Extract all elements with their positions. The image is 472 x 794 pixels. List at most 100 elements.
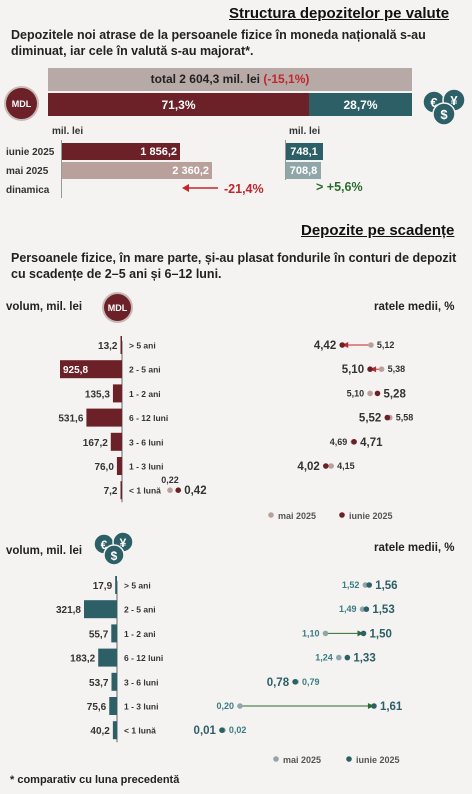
volume-bar <box>60 360 122 379</box>
mdl-share-label: 71,3% <box>161 98 196 112</box>
rate-june-label: 5,52 <box>359 413 381 425</box>
mdl-june-bar <box>62 143 180 160</box>
rate-june-point <box>339 342 346 348</box>
rate-may-label: 0,02 <box>229 725 247 735</box>
volume-value: 40,2 <box>90 726 110 737</box>
volume-bar <box>98 648 117 667</box>
volume-bar <box>120 336 122 354</box>
maturity-label: > 5 ani <box>124 581 151 591</box>
rate-may-label: 1,49 <box>339 604 357 614</box>
svg-text:¥: ¥ <box>120 536 127 550</box>
mdl-rates-label: ratele medii, % <box>374 301 455 313</box>
rate-june-point <box>175 487 182 493</box>
volume-value: 53,7 <box>89 678 109 689</box>
total-label-row: total 2 604,3 mil. lei (-15,1%) <box>48 72 412 86</box>
mil-lei-right: mil. lei <box>289 126 321 137</box>
maturity-label: 1 - 3 luni <box>129 462 163 472</box>
volume-bar <box>115 576 117 594</box>
volume-value: 925,8 <box>63 365 88 376</box>
mdl-may-bar <box>62 162 212 179</box>
legend-june: iunie 2025 <box>349 511 393 521</box>
maturity-label: 6 - 12 luni <box>124 653 163 663</box>
rate-change-arrow <box>342 342 349 348</box>
fx-share-bar <box>309 93 412 116</box>
volume-bar <box>110 432 122 451</box>
rate-june-label: 1,56 <box>375 580 397 592</box>
rate-june-label: 1,53 <box>372 604 394 616</box>
volume-bar <box>111 624 117 643</box>
rate-may-label: 0,22 <box>161 475 179 485</box>
volume-value: 183,2 <box>70 654 95 665</box>
volume-value: 531,6 <box>58 414 83 425</box>
maturity-label: > 5 ani <box>129 341 156 351</box>
volume-value: 13,2 <box>98 341 118 352</box>
rate-june-label: 4,42 <box>314 340 336 352</box>
legend-may: mai 2025 <box>278 511 316 521</box>
rate-june-label: 1,50 <box>370 628 392 640</box>
legend-june-dot <box>339 512 345 518</box>
rate-june-point <box>384 414 391 421</box>
mdl-axis <box>61 140 62 198</box>
rate-june-label: 5,10 <box>342 364 364 376</box>
legend-may-dot <box>268 512 274 518</box>
fx-volume-label: volum, mil. lei <box>6 545 83 557</box>
rate-june-label: 1,61 <box>380 701 403 713</box>
rate-may-point <box>367 390 373 397</box>
rate-may-point <box>336 654 342 661</box>
maturity-label: 6 - 12 luni <box>129 413 168 423</box>
legend-may-2: mai 2025 <box>283 755 321 765</box>
rate-may-label: 5,58 <box>396 413 414 423</box>
rate-june-label: 0,42 <box>184 485 206 497</box>
footnote: * comparativ cu luna precedentă <box>10 774 180 786</box>
volume-value: 135,3 <box>85 389 110 400</box>
volume-bar <box>112 384 122 403</box>
maturity-label: < 1 lună <box>129 486 161 496</box>
currency-icon-2: € ¥ $ <box>93 531 134 566</box>
maturity-label: 2 - 5 ani <box>129 365 161 375</box>
mil-lei-left: mil. lei <box>52 126 84 137</box>
rate-change-arrow <box>367 703 374 709</box>
svg-text:¥: ¥ <box>450 93 458 108</box>
legend-june-dot-2 <box>346 756 352 762</box>
rate-june-point <box>323 463 329 469</box>
mdl-may-value: 2 360,2 <box>172 165 209 177</box>
rate-may-point <box>328 463 334 469</box>
fx-maturity-chart: 17,9 > 5 ani 321,8 2 - 5 ani 55,7 1 - 2 ani 18… <box>56 576 403 765</box>
rate-june-point <box>371 703 377 709</box>
mdl-badge-text: MDL <box>11 98 32 109</box>
row-label-dynamics: dinamica <box>6 185 50 196</box>
rate-may-label: 1,52 <box>342 580 360 590</box>
rate-may-label: 4,69 <box>330 437 348 447</box>
rate-june-point <box>366 582 373 588</box>
maturity-label: 1 - 2 ani <box>124 629 156 639</box>
maturity-label: 2 - 5 ani <box>124 605 156 615</box>
volume-bar <box>116 457 122 475</box>
mdl-badge-icon-2: MDL <box>104 294 131 321</box>
fx-axis <box>285 140 286 180</box>
rate-june-point <box>360 630 367 637</box>
rate-may-label: 0,79 <box>302 677 320 687</box>
rate-june-label: 5,28 <box>383 388 406 400</box>
svg-text:€: € <box>101 538 108 552</box>
mdl-badge-icon: MDL <box>6 88 37 119</box>
svg-text:$: $ <box>440 107 448 122</box>
rate-may-label: 5,38 <box>388 364 406 374</box>
fx-dynamics: > +5,6% <box>316 180 363 194</box>
rate-may-point <box>378 366 385 372</box>
maturity-label: 1 - 2 ani <box>129 389 161 399</box>
volume-bar <box>112 721 117 740</box>
rate-june-label: 4,02 <box>297 461 319 473</box>
maturity-label: < 1 lună <box>124 726 156 736</box>
rate-june-point <box>363 606 370 612</box>
rate-june-label: 0,01 <box>194 725 217 737</box>
rate-june-label: 0,78 <box>267 677 290 689</box>
rate-change-arrow <box>370 366 377 373</box>
mdl-badge-text-2: MDL <box>107 302 128 313</box>
rate-june-point <box>351 439 357 445</box>
mdl-volume-label: volum, mil. lei <box>6 301 83 313</box>
rate-may-label: 1,24 <box>315 653 333 663</box>
volume-bar <box>111 672 117 691</box>
fx-june-value: 748,1 <box>290 146 318 158</box>
volume-value: 7,2 <box>104 486 118 497</box>
volume-value: 17,9 <box>93 581 113 592</box>
